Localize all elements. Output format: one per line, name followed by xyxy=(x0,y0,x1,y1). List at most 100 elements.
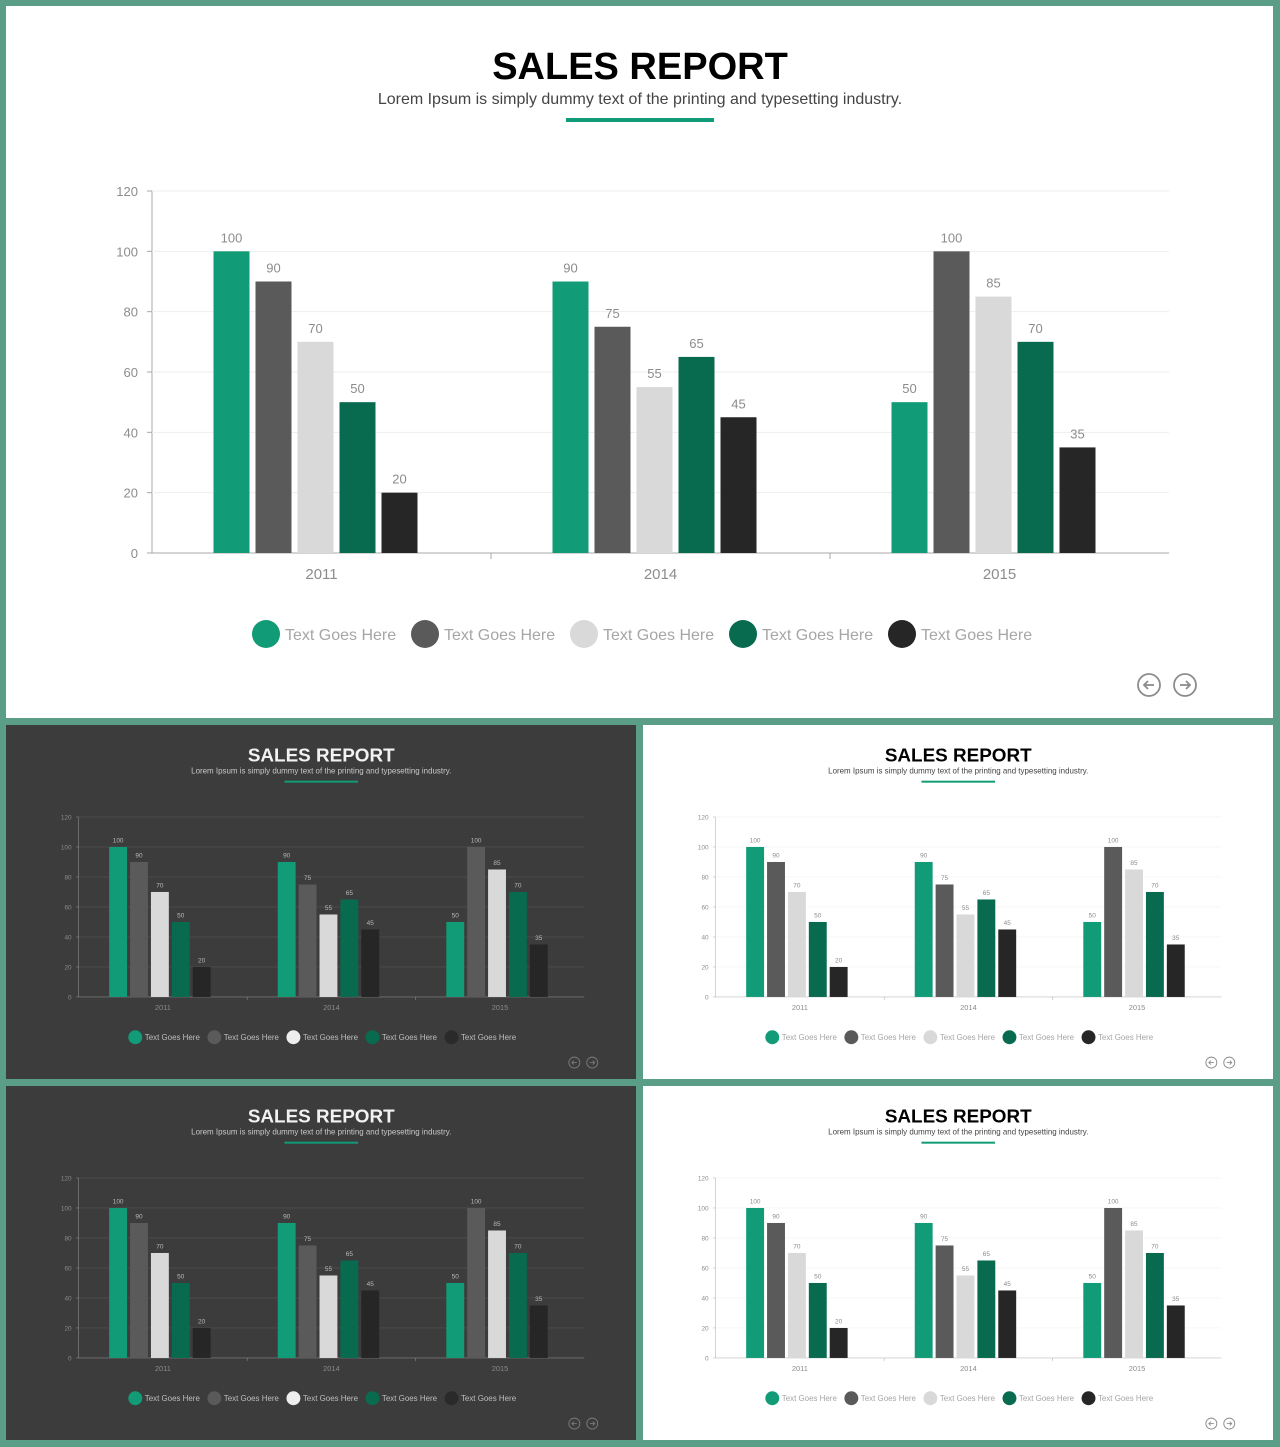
legend-item: Text Goes Here xyxy=(844,1030,917,1045)
y-tick-label: 40 xyxy=(124,425,138,440)
legend-item: Text Goes Here xyxy=(286,1391,359,1406)
data-label: 90 xyxy=(283,1214,291,1221)
title-underline xyxy=(921,780,996,783)
legend-swatch xyxy=(1002,1030,1017,1045)
bar-2014-series-1 xyxy=(552,281,589,553)
data-label: 65 xyxy=(346,890,354,897)
slide-dark-bottom: SALES REPORT Lorem Ipsum is simply dummy … xyxy=(6,1086,636,1440)
legend-label: Text Goes Here xyxy=(861,1033,917,1042)
arrow-right-circle-icon[interactable] xyxy=(1173,673,1197,697)
data-label: 100 xyxy=(113,838,124,845)
data-label: 50 xyxy=(452,912,460,919)
legend-label: Text Goes Here xyxy=(461,1394,517,1403)
data-label: 100 xyxy=(471,1199,482,1206)
data-label: 55 xyxy=(647,366,661,381)
legend-swatch xyxy=(444,1030,459,1045)
bar-2014-series-4 xyxy=(977,1260,996,1358)
bar-2015-series-4 xyxy=(1145,1252,1164,1358)
title-underline xyxy=(566,118,714,122)
legend-item: Text Goes Here xyxy=(765,1391,837,1406)
bar-2011-series-1 xyxy=(746,1207,765,1358)
legend-swatch xyxy=(765,1030,780,1045)
legend-item: Text Goes Here xyxy=(1081,1030,1154,1045)
legend-swatch xyxy=(729,620,757,648)
data-label: 20 xyxy=(198,957,206,964)
bar-2015-series-3 xyxy=(488,869,506,997)
arrow-left-circle-icon[interactable] xyxy=(1205,1417,1218,1430)
data-label: 100 xyxy=(1108,1199,1119,1206)
title-underline xyxy=(284,1141,359,1144)
bar-2011-series-5 xyxy=(192,966,211,997)
bar-2011-series-2 xyxy=(130,1222,148,1358)
bar-2011-series-5 xyxy=(829,1327,848,1358)
y-tick-label: 100 xyxy=(698,1205,709,1212)
bar-2011-series-1 xyxy=(746,846,765,997)
bar-2011-series-3 xyxy=(297,341,334,553)
data-label: 70 xyxy=(1028,321,1042,336)
y-tick-label: 80 xyxy=(64,874,72,881)
bar-2014-series-5 xyxy=(998,929,1017,997)
data-label: 35 xyxy=(1070,426,1084,441)
bar-2015-series-1 xyxy=(891,402,928,553)
legend-item: Text Goes Here xyxy=(207,1030,280,1045)
legend-swatch xyxy=(286,1391,301,1406)
legend-swatch xyxy=(923,1030,938,1045)
data-label: 70 xyxy=(156,1243,164,1250)
arrow-right-circle-icon[interactable] xyxy=(1223,1417,1236,1430)
x-tick-label: 2014 xyxy=(323,1003,340,1012)
y-tick-label: 60 xyxy=(701,1265,709,1272)
legend-item: Text Goes Here xyxy=(765,1030,837,1045)
x-tick-label: 2015 xyxy=(983,566,1016,583)
bar-2015-series-3 xyxy=(488,1230,506,1358)
data-label: 65 xyxy=(689,336,703,351)
bar-2015-series-2 xyxy=(467,846,486,997)
data-label: 35 xyxy=(1172,1296,1180,1303)
legend-label: Text Goes Here xyxy=(224,1033,280,1042)
legend-item: Text Goes Here xyxy=(844,1391,917,1406)
arrow-right-circle-icon[interactable] xyxy=(1223,1056,1236,1069)
data-label: 55 xyxy=(325,1266,333,1273)
y-tick-label: 20 xyxy=(701,964,709,971)
arrow-left-circle-icon[interactable] xyxy=(568,1417,581,1430)
legend-label: Text Goes Here xyxy=(940,1033,996,1042)
y-tick-label: 100 xyxy=(116,244,138,259)
bar-2014-series-4 xyxy=(340,1260,359,1358)
bar-2014-series-2 xyxy=(298,1245,317,1358)
slide-title: SALES REPORT xyxy=(248,745,395,766)
y-tick-label: 20 xyxy=(64,1325,72,1332)
data-label: 75 xyxy=(941,875,949,882)
legend-swatch xyxy=(365,1030,380,1045)
data-label: 85 xyxy=(1130,860,1138,867)
slide-subtitle: Lorem Ipsum is simply dummy text of the … xyxy=(828,767,1088,776)
slide-dark-top: SALES REPORT Lorem Ipsum is simply dummy … xyxy=(6,725,636,1079)
legend-label: Text Goes Here xyxy=(861,1394,917,1403)
arrow-right-circle-icon[interactable] xyxy=(586,1056,599,1069)
bar-2011-series-2 xyxy=(767,1222,785,1358)
bar-2015-series-2 xyxy=(933,251,970,554)
x-tick-label: 2014 xyxy=(960,1003,977,1012)
y-tick-label: 40 xyxy=(64,934,72,941)
arrow-left-circle-icon[interactable] xyxy=(568,1056,581,1069)
slide-light-bottom: SALES REPORT Lorem Ipsum is simply dummy … xyxy=(643,1086,1273,1440)
y-tick-label: 40 xyxy=(701,934,709,941)
bar-2011-series-2 xyxy=(767,861,785,997)
legend-swatch xyxy=(207,1030,222,1045)
arrow-left-circle-icon[interactable] xyxy=(1205,1056,1218,1069)
data-label: 35 xyxy=(1172,935,1180,942)
data-label: 75 xyxy=(605,306,619,321)
arrow-left-circle-icon[interactable] xyxy=(1137,673,1161,697)
data-label: 100 xyxy=(471,838,482,845)
data-label: 70 xyxy=(514,882,522,889)
title-underline xyxy=(284,780,359,783)
y-tick-label: 0 xyxy=(68,994,72,1001)
legend-label: Text Goes Here xyxy=(762,627,873,644)
data-label: 70 xyxy=(308,321,322,336)
x-tick-label: 2015 xyxy=(1129,1364,1146,1373)
bar-2015-series-4 xyxy=(1145,891,1164,997)
legend-item: Text Goes Here xyxy=(411,620,555,648)
arrow-right-circle-icon[interactable] xyxy=(586,1417,599,1430)
data-label: 90 xyxy=(283,853,291,860)
bar-2015-series-4 xyxy=(1017,341,1054,553)
